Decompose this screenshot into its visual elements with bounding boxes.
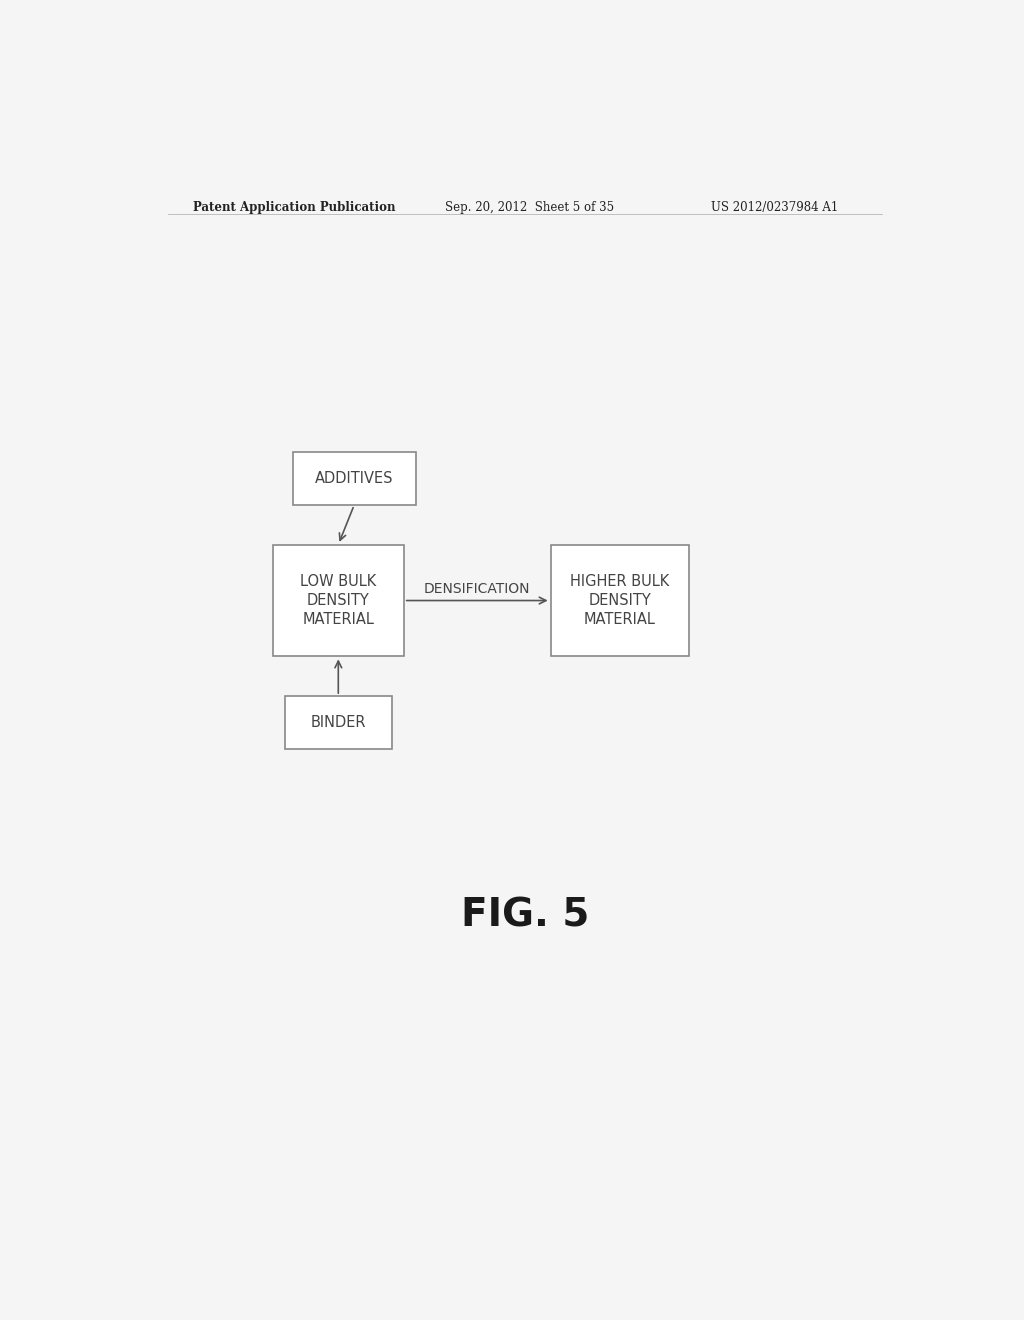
Text: ADDITIVES: ADDITIVES — [315, 471, 393, 486]
Text: Patent Application Publication: Patent Application Publication — [194, 201, 395, 214]
Text: HIGHER BULK
DENSITY
MATERIAL: HIGHER BULK DENSITY MATERIAL — [570, 574, 670, 627]
Text: FIG. 5: FIG. 5 — [461, 896, 589, 935]
Text: Sep. 20, 2012  Sheet 5 of 35: Sep. 20, 2012 Sheet 5 of 35 — [445, 201, 614, 214]
Text: LOW BULK
DENSITY
MATERIAL: LOW BULK DENSITY MATERIAL — [300, 574, 377, 627]
Bar — [293, 453, 416, 506]
Text: DENSIFICATION: DENSIFICATION — [424, 582, 530, 597]
Bar — [551, 545, 689, 656]
Text: US 2012/0237984 A1: US 2012/0237984 A1 — [712, 201, 839, 214]
Text: BINDER: BINDER — [310, 715, 366, 730]
Bar — [285, 696, 392, 748]
Bar — [272, 545, 403, 656]
